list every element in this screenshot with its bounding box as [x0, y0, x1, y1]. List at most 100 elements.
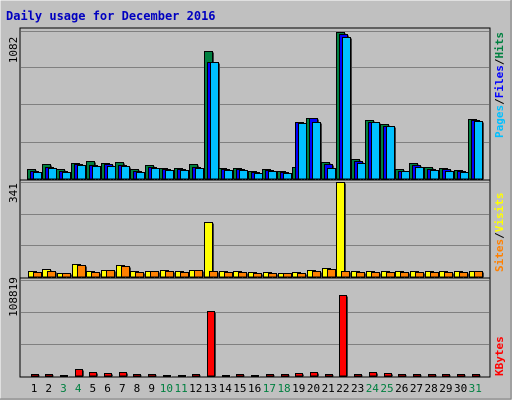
bar-kbytes-day-6: [104, 373, 113, 377]
bar-visits-day-22: [336, 182, 346, 278]
bar-kbytes-day-24: [369, 372, 378, 377]
legend-visits: Visits: [493, 193, 506, 233]
bar-sites-day-2: [47, 271, 57, 278]
bar-kbytes-day-4: [75, 369, 84, 377]
bar-kbytes-day-20: [310, 372, 319, 377]
legend-separator: /: [493, 98, 506, 105]
bar-kbytes-day-9: [148, 374, 157, 377]
bar-sites-day-4: [77, 265, 87, 278]
legend-hits: Hits: [493, 32, 506, 59]
bar-kbytes-day-14: [222, 375, 231, 377]
bar-sites-day-30: [459, 272, 469, 278]
day-label-30: 30: [454, 382, 467, 395]
bar-pages-day-13: [210, 62, 220, 180]
bar-kbytes-day-3: [60, 375, 69, 377]
bar-pages-day-17: [268, 171, 278, 180]
bar-sites-day-9: [150, 271, 160, 278]
day-labels: 1 2 3 4 5 6 7 8 9 10 11 12 13 14 15 16 17 18 19 20 21 22 23 24 2…: [31, 382, 482, 395]
day-label-18: 18: [277, 382, 290, 395]
day-label-19: 19: [292, 382, 305, 395]
day-label-27: 27: [410, 382, 423, 395]
bar-pages-day-14: [224, 170, 234, 180]
legend-sites: Sites: [493, 239, 506, 272]
y-tick-label-top: 1082: [7, 37, 20, 64]
bar-pages-day-10: [165, 170, 175, 180]
bar-kbytes-day-11: [178, 375, 187, 377]
bar-pages-day-21: [327, 168, 337, 180]
day-label-2: 2: [45, 382, 52, 395]
bar-pages-day-18: [283, 173, 293, 180]
bar-kbytes-day-23: [354, 374, 363, 377]
bar-kbytes-day-8: [133, 374, 142, 377]
day-label-3: 3: [60, 382, 67, 395]
bar-sites-day-24: [371, 272, 381, 278]
bar-kbytes-day-30: [457, 374, 466, 377]
bar-visits-day-13: [204, 222, 214, 278]
bar-sites-day-27: [415, 272, 425, 278]
bar-sites-day-31: [474, 271, 484, 278]
bar-sites-day-21: [327, 269, 337, 278]
bar-pages-day-7: [121, 166, 131, 180]
bar-sites-day-26: [400, 272, 410, 278]
day-label-16: 16: [248, 382, 261, 395]
bar-kbytes-day-13: [207, 311, 216, 377]
panel-middle-frame: [19, 179, 491, 279]
bar-kbytes-day-16: [251, 375, 260, 377]
bar-kbytes-day-21: [325, 374, 334, 377]
bar-sites-day-7: [121, 266, 131, 278]
bar-kbytes-day-2: [45, 374, 54, 377]
day-label-15: 15: [233, 382, 246, 395]
bar-pages-day-29: [445, 171, 455, 180]
legend-separator: /: [493, 232, 506, 239]
gridlines: [21, 31, 489, 345]
bar-kbytes-day-1: [31, 374, 40, 377]
day-label-17: 17: [263, 382, 276, 395]
bar-sites-day-29: [444, 272, 454, 278]
day-label-11: 11: [174, 382, 187, 395]
legend-separator: /: [493, 58, 506, 65]
legend-files: Files: [493, 65, 506, 98]
day-label-28: 28: [425, 382, 438, 395]
bar-pages-day-8: [136, 172, 146, 180]
bar-sites-day-14: [224, 272, 234, 278]
bar-kbytes-day-28: [428, 374, 437, 377]
bar-sites-day-19: [297, 273, 307, 278]
bar-pages-day-22: [342, 37, 352, 180]
bar-sites-day-16: [253, 273, 263, 278]
day-label-21: 21: [322, 382, 335, 395]
legend-top: Pages/Files/Hits: [493, 32, 506, 138]
bars: [27, 32, 484, 377]
bar-kbytes-day-22: [339, 295, 348, 377]
bar-sites-day-1: [33, 272, 43, 278]
bar-kbytes-day-17: [266, 374, 275, 377]
bar-sites-day-22: [341, 271, 351, 278]
legend-pages: Pages: [493, 105, 506, 138]
bar-pages-day-27: [415, 167, 425, 180]
day-label-5: 5: [90, 382, 97, 395]
bar-pages-day-3: [62, 172, 72, 180]
day-label-26: 26: [395, 382, 408, 395]
bar-pages-day-28: [430, 170, 440, 180]
bar-kbytes-day-18: [281, 374, 290, 377]
bar-pages-day-24: [371, 122, 381, 180]
bar-sites-day-5: [91, 272, 101, 278]
bar-sites-day-18: [283, 273, 293, 278]
day-label-29: 29: [439, 382, 452, 395]
bar-kbytes-day-12: [192, 374, 201, 377]
day-label-22: 22: [336, 382, 349, 395]
bar-kbytes-day-31: [472, 374, 481, 377]
day-label-20: 20: [307, 382, 320, 395]
day-label-12: 12: [189, 382, 202, 395]
day-label-1: 1: [31, 382, 38, 395]
day-label-6: 6: [104, 382, 111, 395]
bar-pages-day-1: [33, 172, 43, 180]
bar-pages-day-31: [474, 121, 484, 180]
bar-sites-day-17: [268, 273, 278, 278]
bar-sites-day-10: [165, 271, 175, 278]
bar-kbytes-day-5: [89, 372, 98, 377]
bar-pages-day-25: [386, 126, 396, 180]
bar-sites-day-8: [135, 272, 145, 278]
bar-kbytes-day-10: [163, 375, 172, 377]
